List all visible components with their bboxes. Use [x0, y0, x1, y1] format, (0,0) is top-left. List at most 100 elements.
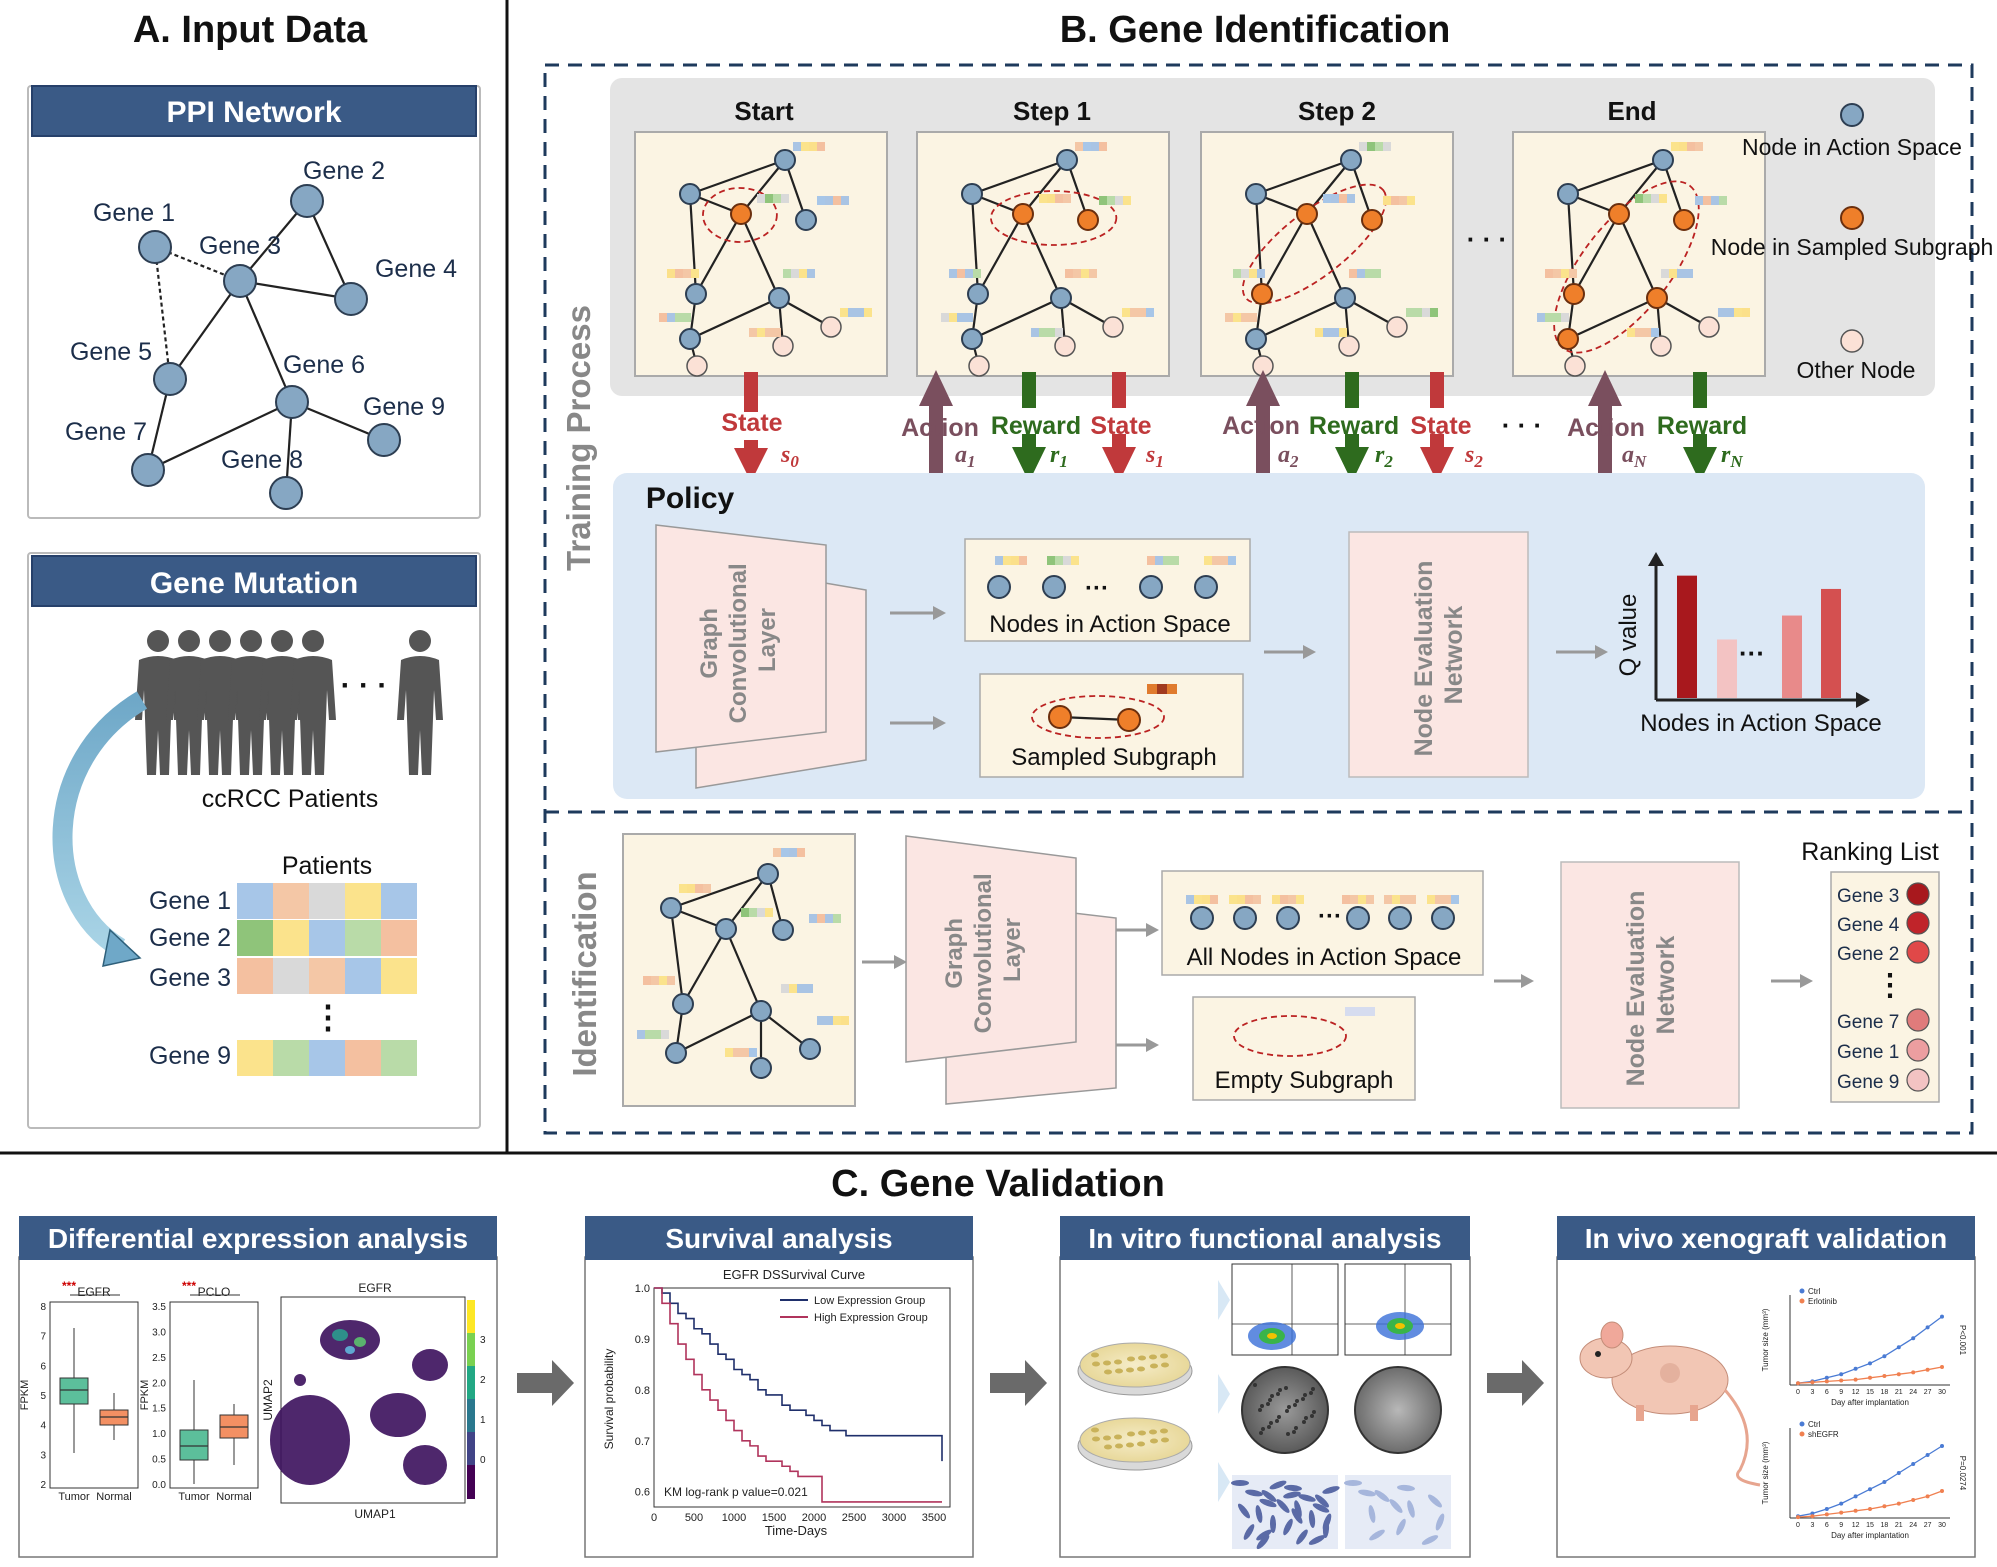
box-egfr: EGFR*** 2 3 4 5 6 7 8 Tumor Normal FPKM: [19, 1279, 139, 1503]
step2-feat-b-cell-2: [1055, 194, 1063, 203]
transwell-cell-2-4: [1369, 1529, 1385, 1541]
petri-colony-1-4: [1103, 1360, 1111, 1366]
id-feat-g: [637, 1030, 669, 1039]
survival-chart: EGFR DSSurvival Curve Time-Days Survival p…: [602, 1267, 951, 1538]
umap-hot-2: [345, 1346, 355, 1354]
step3-feat-g-cell-1: [1323, 328, 1331, 337]
matrix-cell-2-0: [237, 958, 273, 994]
survival-ytick-1: 0.9: [635, 1334, 650, 1346]
step4-feat-h-cell-2: [1734, 308, 1742, 317]
matrix-row-gene-1: Gene 1: [149, 887, 231, 915]
step2-feat-g-cell-0: [1031, 328, 1039, 337]
step4-feat-d-cell-3: [1569, 269, 1577, 278]
id-action-feat-4-cell-0: [1342, 895, 1350, 904]
transwell-cell-1-20: [1259, 1498, 1277, 1508]
matrix-cell-3-3: [345, 1040, 381, 1076]
matrix-header: Patients: [282, 852, 372, 880]
petri-colony-2-0: [1091, 1427, 1099, 1433]
growth-chart-1-line-0: [1797, 1316, 1943, 1384]
id-feat-g-cell-3: [661, 1030, 669, 1039]
ppi-banner-text: PPI Network: [166, 96, 341, 129]
reward-r2-arrow: [1335, 372, 1369, 482]
steps-ellipsis: · · ·: [1467, 224, 1507, 254]
policy-nen-box: [1348, 531, 1529, 778]
step1-edge-5: [739, 213, 781, 299]
policy-sampled-box: [979, 673, 1244, 778]
id-action-feat-1-cell-0: [1186, 895, 1194, 904]
patient-silhouette-7: [397, 630, 443, 775]
ranking-dot-6: [1906, 1068, 1930, 1092]
ranking-gene-2: Gene 4: [1837, 915, 1900, 936]
petri-colony-1-2: [1137, 1366, 1145, 1372]
step4-feat-g-cell-2: [1643, 328, 1651, 337]
colony-dot-1: [1270, 1394, 1274, 1398]
id-action-feat-3-cell-0: [1272, 895, 1280, 904]
step3-node-1: [1245, 183, 1267, 205]
id-action-feat-2-cell-3: [1253, 895, 1261, 904]
step3-feat-c-cell-2: [1399, 196, 1407, 205]
transwell-cell-2-8: [1396, 1518, 1406, 1536]
id-nen-line2: Network: [1652, 936, 1680, 1035]
transwell-cell-2-9: [1421, 1535, 1439, 1545]
id-gcl-line3: Layer: [999, 918, 1026, 982]
identification-graph: [622, 833, 856, 1107]
reward-r1-shaft-top: [1022, 372, 1036, 408]
transwell-image-1: [1231, 1475, 1340, 1550]
survival-pvalue: KM log-rank p value=0.021: [664, 1485, 808, 1499]
id-feat-g-cell-0: [637, 1030, 645, 1039]
policy-action-feat-3-cell-3: [1171, 556, 1179, 565]
step2-feat-c-cell-0: [1099, 196, 1107, 205]
step4-feat-e-cell-0: [1661, 269, 1669, 278]
umap-colorbar-seg-3: [467, 1399, 475, 1433]
step4-edge-5: [1617, 213, 1659, 299]
id-graph-group: [622, 833, 856, 1107]
signal-s1-label: s1: [1145, 442, 1164, 471]
step2-feat-d-cell-2: [965, 269, 973, 278]
transwell-cell-1-7: [1255, 1505, 1263, 1523]
silhouette-head-2: [178, 630, 200, 652]
invitro-banner-text: In vitro functional analysis: [1088, 1223, 1441, 1254]
colony-dot-6: [1295, 1399, 1299, 1403]
ppi-node-gene-3: [223, 264, 257, 298]
step1-feat-h-cell-0: [840, 308, 848, 317]
step1-feat-g-cell-3: [773, 328, 781, 337]
policy-action-feat-2-cell-2: [1063, 556, 1071, 565]
step4-feat-c-cell-3: [1719, 196, 1727, 205]
step2-edge-11: [971, 158, 1068, 196]
umap-colorbar-tick-3: 0: [480, 1455, 486, 1466]
growth-chart-2-xtick-0: 0: [1796, 1522, 1800, 1529]
reward-r2-shaft-top: [1345, 372, 1359, 408]
q-bar-4: [1821, 588, 1841, 698]
step4-feat-g: [1627, 328, 1659, 337]
step3-feat-e: [1349, 269, 1381, 278]
step4-feat-f: [1537, 313, 1569, 322]
step1-feat-h: [840, 308, 872, 317]
policy-sampled-node-2: [1117, 708, 1141, 732]
id-action-node-2: [1233, 906, 1257, 930]
step1-feat-e: [783, 269, 815, 278]
policy-action-node-3: [1139, 575, 1163, 599]
box-pclo-group-1: Normal: [216, 1491, 251, 1503]
id-feat-i-cell-1: [825, 1016, 833, 1025]
box-egfr-ytick-2: 4: [40, 1421, 46, 1432]
flow-plot-2: [1344, 1263, 1452, 1356]
matrix-row-gene-9: Gene 9: [149, 1042, 231, 1070]
ppi-label-gene-4: Gene 4: [375, 255, 457, 283]
step-label-end: End: [1607, 96, 1656, 126]
transwell-cell-1-12: [1308, 1510, 1316, 1528]
action-an-shaft: [1598, 405, 1612, 478]
id-feat-c-cell-3: [765, 908, 773, 917]
state-s0-shaft-top: [744, 372, 758, 412]
id-action-feat-6-cell-0: [1427, 895, 1435, 904]
step2-feat-h-cell-0: [1122, 308, 1130, 317]
box-pclo-ytick-4: 2.0: [152, 1378, 166, 1389]
step3-feat-b-cell-1: [1331, 194, 1339, 203]
growth-chart-2-xtick-2: 6: [1825, 1522, 1829, 1529]
step1-edge-7: [689, 297, 780, 340]
reward-r1-arrow: [1012, 372, 1046, 482]
id-empty-subgraph-box: [1192, 996, 1416, 1101]
signal-r2-label: r2: [1375, 442, 1393, 471]
q-value-chart: ··· Q value Nodes in Action Space: [1615, 552, 1882, 737]
id-action-feat-2: [1229, 895, 1261, 904]
